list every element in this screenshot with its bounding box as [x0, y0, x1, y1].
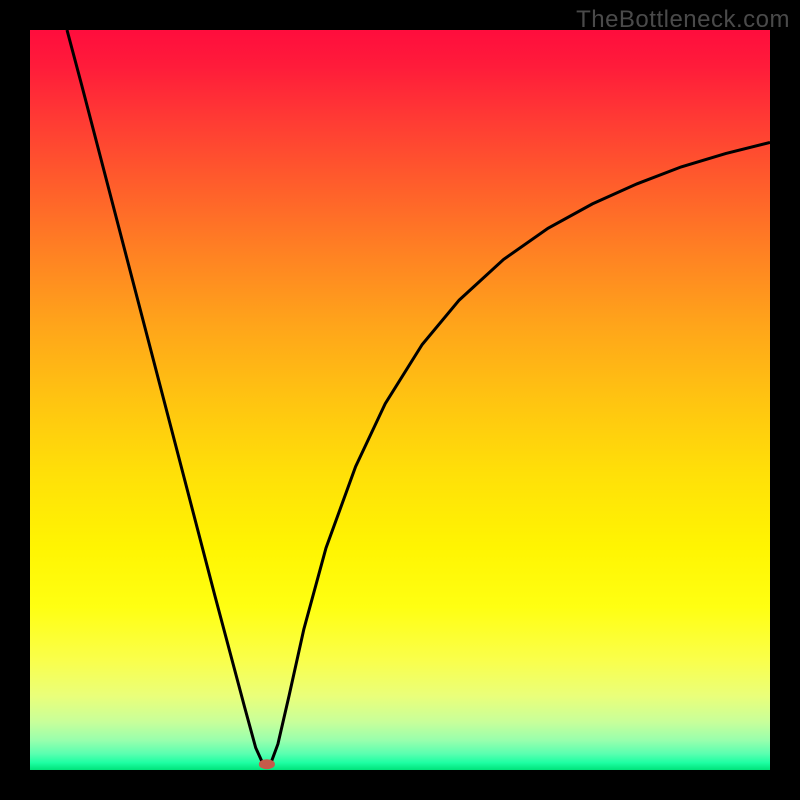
plot-area — [30, 30, 770, 770]
bottleneck-curve — [67, 30, 770, 764]
curve-svg — [30, 30, 770, 770]
minimum-marker — [259, 759, 275, 769]
chart-frame: TheBottleneck.com — [0, 0, 800, 800]
